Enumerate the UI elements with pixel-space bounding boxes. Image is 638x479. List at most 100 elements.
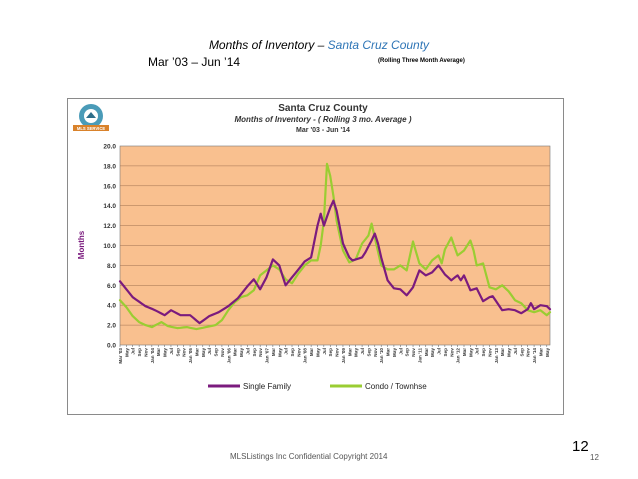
y-tick-label: 18.0 [103, 163, 116, 170]
y-tick-label: 0.0 [107, 343, 116, 350]
x-tick-label: Nov [182, 348, 187, 357]
x-tick-label: Jan '11 [417, 348, 422, 364]
x-tick-label: Sep [175, 348, 180, 357]
x-tick-label: May [124, 348, 129, 357]
x-tick-label: Sep [252, 348, 257, 357]
x-tick-label: Jan '10 [379, 348, 384, 364]
x-tick-label: Jan '08 [303, 348, 308, 364]
rolling-note: (Rolling Three Month Average) [378, 58, 465, 64]
x-tick-label: Sep [481, 348, 486, 357]
months-of-inventory-chart: MLS SERVICE Santa Cruz County Months of … [73, 103, 552, 391]
x-tick-label: Nov [526, 348, 531, 357]
x-tick-label: Mar [309, 348, 314, 356]
x-tick-label: Mar [386, 348, 391, 356]
y-axis-ticks: 0.0 2.0 4.0 6.0 8.0 10.0 12.0 14.0 16.0 18.0 20.0 [103, 144, 116, 350]
x-tick-label: Sep [328, 348, 333, 357]
x-tick-label: May [163, 348, 168, 357]
mls-logo-banner [73, 125, 109, 131]
x-tick-label: May [239, 348, 244, 357]
x-tick-label: Nov [143, 348, 148, 357]
slide-title-county: Santa Cruz County [327, 38, 430, 52]
house-icon [86, 112, 96, 118]
x-tick-label: May [468, 348, 473, 357]
x-tick-label: Nov [220, 348, 225, 357]
chart-container: MLS SERVICE Santa Cruz County Months of … [67, 98, 564, 415]
x-tick-label: Jan '14 [532, 348, 537, 364]
x-tick-label: Nov [296, 348, 301, 357]
x-tick-label: Jul [360, 348, 365, 355]
slide-title-prefix: Months of Inventory – [208, 38, 328, 52]
y-axis-label: Months [77, 230, 86, 259]
x-tick-label: May [315, 348, 320, 357]
x-tick-label: Jul [322, 348, 327, 355]
series-single-family [118, 199, 552, 325]
x-tick-label: Jan '06 [226, 348, 231, 364]
x-tick-label: May [430, 348, 435, 357]
x-tick-label: Sep [137, 348, 142, 357]
x-tick-label: Mar [538, 348, 543, 356]
y-tick-label: 10.0 [103, 243, 116, 250]
y-tick-label: 12.0 [103, 223, 116, 230]
legend: Single Family Condo / Townhse [208, 382, 427, 391]
x-tick-label: Mar [424, 348, 429, 356]
x-tick-label: Sep [366, 348, 371, 357]
x-tick-label: Nov [373, 348, 378, 357]
x-tick-label: Mar [194, 348, 199, 356]
page-number-small: 12 [590, 453, 599, 462]
x-tick-label: May [392, 348, 397, 357]
y-tick-label: 2.0 [107, 323, 116, 330]
date-range: Mar ’03 – Jun ’14 [148, 55, 241, 69]
x-tick-label: Nov [335, 348, 340, 357]
x-tick-label: Mar [271, 348, 276, 356]
x-tick-label: Jul [131, 348, 136, 355]
x-tick-label: Jan '09 [341, 348, 346, 364]
footer-copyright: MLSListings Inc Confidential Copyright 2… [230, 452, 388, 461]
x-tick-label: Jul [398, 348, 403, 355]
x-tick-label: Mar [500, 348, 505, 356]
y-tick-label: 8.0 [107, 263, 116, 270]
x-tick-label: Jan '04 [150, 348, 155, 364]
x-tick-label: Sep [443, 348, 448, 357]
x-tick-label: Sep [290, 348, 295, 357]
x-tick-label: Jan '05 [188, 348, 193, 364]
y-tick-label: 4.0 [107, 303, 116, 310]
mls-logo: MLS SERVICE [73, 104, 109, 131]
x-tick-label: May [201, 348, 206, 357]
x-tick-label: May [545, 348, 550, 357]
x-tick-label: Mar [233, 348, 238, 356]
slide-title: Months of Inventory – Santa Cruz County [0, 38, 638, 52]
x-tick-label: Jan '07 [265, 348, 270, 364]
x-tick-label: Jul [169, 348, 174, 355]
legend-label-condo: Condo / Townhse [365, 382, 427, 391]
mls-logo-text: MLS SERVICE [77, 126, 106, 131]
x-tick-label: Jul [437, 348, 442, 355]
x-tick-label: Jan '13 [494, 348, 499, 364]
x-axis-ticks: Mar '03 May Jul Sep Nov Jan '04 Mar May Jul Sep No… [118, 345, 550, 364]
x-tick-label: May [507, 348, 512, 357]
x-tick-label: Nov [258, 348, 263, 357]
chart-date-subtitle: Mar '03 - Jun '14 [296, 127, 350, 134]
x-tick-label: Sep [405, 348, 410, 357]
y-tick-label: 6.0 [107, 283, 116, 290]
series-lines [118, 162, 552, 331]
x-tick-label: Nov [449, 348, 454, 357]
chart-title: Santa Cruz County [278, 103, 368, 114]
x-tick-label: Jul [207, 348, 212, 355]
x-tick-label: Mar [347, 348, 352, 356]
x-tick-label: Jan '12 [456, 348, 461, 364]
x-tick-label: Sep [519, 348, 524, 357]
x-tick-label: May [277, 348, 282, 357]
x-tick-label: Mar [462, 348, 467, 356]
x-tick-label: Sep [214, 348, 219, 357]
y-tick-label: 14.0 [103, 203, 116, 210]
page-number: 12 [572, 438, 589, 455]
y-tick-label: 20.0 [103, 144, 116, 151]
x-tick-label: Mar '03 [118, 348, 123, 364]
chart-subtitle: Months of Inventory - ( Rolling 3 mo. Av… [234, 115, 411, 124]
x-tick-label: Jul [513, 348, 518, 355]
x-tick-label: Jul [245, 348, 250, 355]
y-tick-label: 16.0 [103, 183, 116, 190]
x-tick-label: May [354, 348, 359, 357]
x-tick-label: Jul [284, 348, 289, 355]
x-tick-label: Nov [411, 348, 416, 357]
